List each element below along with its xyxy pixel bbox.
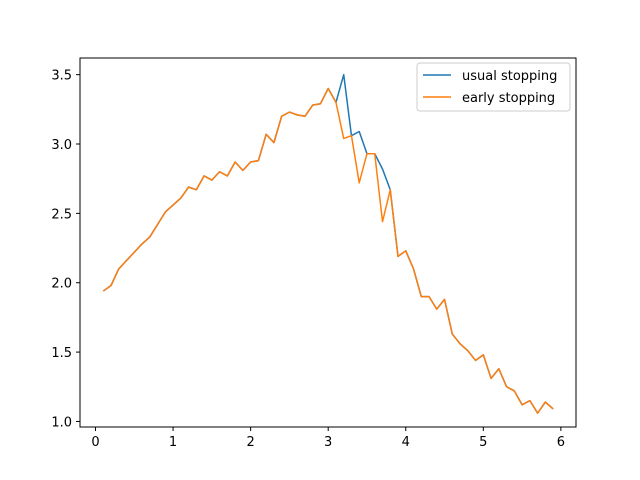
x-tick-label: 5 bbox=[479, 435, 487, 450]
legend-label-usual-stopping: usual stopping bbox=[462, 69, 557, 84]
y-tick-label: 3.5 bbox=[51, 69, 72, 84]
y-tick-label: 1.5 bbox=[51, 346, 72, 361]
plot-frame bbox=[79, 57, 577, 428]
y-tick-label: 1.0 bbox=[51, 415, 72, 430]
x-tick-label: 4 bbox=[402, 435, 410, 450]
y-tick-label: 2.0 bbox=[51, 277, 72, 292]
series-layer bbox=[102, 73, 554, 414]
x-tick-label: 0 bbox=[91, 435, 99, 450]
x-axis: 0 1 2 3 4 5 6 bbox=[91, 427, 565, 450]
x-tick-label: 6 bbox=[557, 435, 565, 450]
legend-box bbox=[416, 62, 571, 112]
legend: usual stopping early stopping bbox=[416, 62, 571, 112]
x-tick-label: 3 bbox=[324, 435, 332, 450]
x-tick-label: 2 bbox=[246, 435, 254, 450]
series-line-early-stopping bbox=[102, 87, 554, 414]
x-tick-label: 1 bbox=[169, 435, 177, 450]
legend-label-early-stopping: early stopping bbox=[462, 91, 555, 106]
y-axis: 1.0 1.5 2.0 2.5 3.0 3.5 bbox=[51, 69, 80, 430]
y-tick-label: 3.0 bbox=[51, 138, 72, 153]
y-tick-label: 2.5 bbox=[51, 207, 72, 222]
plot-area bbox=[80, 58, 576, 427]
